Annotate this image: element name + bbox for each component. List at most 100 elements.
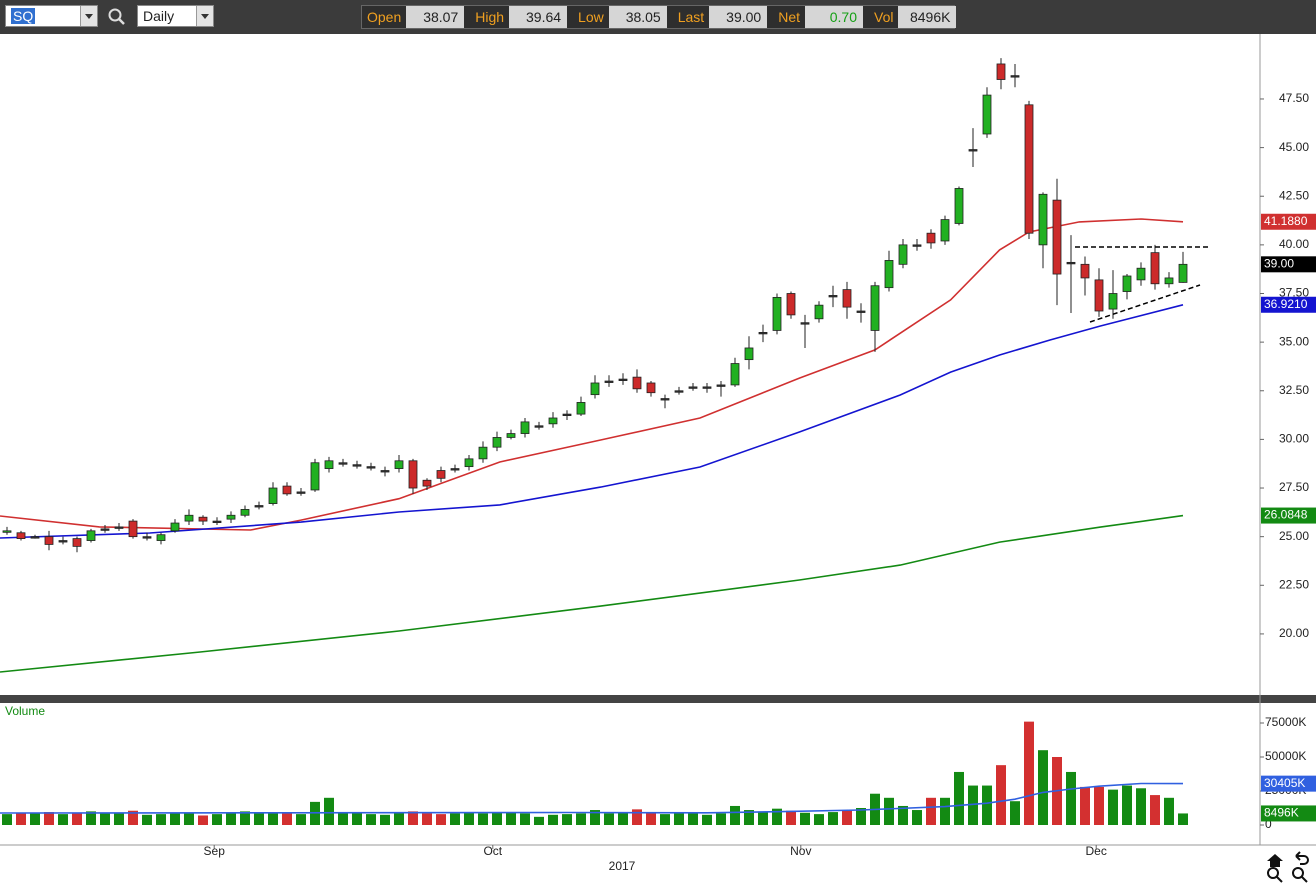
candle-body [898, 244, 908, 265]
candle-body [86, 530, 96, 541]
volume-bar [1122, 785, 1132, 825]
candle-body [758, 332, 768, 335]
candle-body [478, 446, 488, 460]
candle-body [744, 347, 754, 361]
volume-bar [800, 812, 810, 825]
candle-body [422, 479, 432, 487]
volume-bar [408, 811, 418, 825]
candle-body [506, 433, 516, 438]
volume-bar [618, 812, 628, 825]
quote-cell: Net 0.70 [773, 6, 863, 28]
candle-body [618, 378, 628, 381]
candle-body [156, 534, 166, 541]
candle-body [646, 382, 656, 394]
y-tick-label: 35.00 [1279, 334, 1309, 348]
symbol: SQ [11, 8, 36, 24]
candle-body [912, 244, 922, 247]
zoom-in-icon [1276, 876, 1283, 883]
candle-body [548, 417, 558, 425]
volume-bar [996, 765, 1006, 825]
volume-bar [716, 813, 726, 825]
candle-body [562, 413, 572, 417]
price-label: 36.9210 [1264, 297, 1308, 311]
undo-icon[interactable] [1295, 851, 1309, 865]
x-axis-label: 2017 [609, 859, 636, 873]
volume-bar [184, 812, 194, 825]
volume-bar [1010, 801, 1020, 825]
candle-body [1136, 267, 1146, 281]
candle-body [436, 470, 446, 479]
volume-label-box [1261, 805, 1316, 822]
candle-body [58, 540, 68, 543]
volume-bar [422, 813, 432, 825]
moving-average [0, 304, 1184, 539]
y-tick-label: 42.50 [1279, 188, 1309, 202]
candle-body [142, 536, 152, 539]
zoom-out-icon [1301, 876, 1308, 883]
candle-body [338, 462, 348, 465]
volume-bar [142, 814, 152, 825]
candle-body [198, 516, 208, 522]
candle-body [856, 310, 866, 313]
y-tick-label: 50000K [1265, 749, 1306, 763]
volume-bar [688, 812, 698, 825]
interval-box[interactable]: Daily [137, 5, 214, 27]
candle-body [688, 386, 698, 389]
dropdown[interactable] [196, 6, 213, 26]
candle-body [380, 470, 390, 473]
y-tick-label: 0 [1265, 817, 1272, 831]
candle-body [44, 536, 54, 545]
candle-body [30, 536, 40, 539]
volume-bar [324, 797, 334, 825]
candle-body [926, 232, 936, 244]
candle-body [814, 304, 824, 320]
volume-average [0, 782, 1184, 814]
candle-body [632, 376, 642, 390]
volume-bar [240, 811, 250, 825]
symbol-box[interactable]: SQ [5, 5, 98, 27]
x-tick-label: Nov [790, 844, 811, 858]
home-icon[interactable] [1267, 854, 1283, 867]
volume-bar [268, 812, 278, 825]
candle-body [604, 380, 614, 383]
candle-body [1122, 275, 1132, 292]
volume-bar [660, 814, 670, 825]
volume-bar [520, 813, 530, 825]
zoom-in-icon[interactable] [1267, 867, 1279, 879]
volume-bar [842, 810, 852, 825]
search-icon[interactable] [107, 7, 127, 27]
volume-bar [1024, 721, 1034, 825]
volume-bar [198, 815, 208, 825]
volume-bar [786, 810, 796, 825]
quote-value: 0.70 [805, 6, 863, 28]
dropdown[interactable] [80, 6, 97, 26]
candle-body [800, 322, 810, 325]
candle-body [212, 520, 222, 523]
candle-body [534, 425, 544, 428]
volume-bar [940, 797, 950, 825]
volume-bar [730, 805, 740, 825]
candle-body [464, 458, 474, 468]
candle-body [366, 466, 376, 469]
candle-body [352, 464, 362, 467]
quote-value: 39.00 [709, 6, 768, 28]
candle-body [394, 460, 404, 469]
price-label-box [1261, 256, 1316, 273]
volume-bar [72, 812, 82, 825]
candle-body [996, 63, 1006, 80]
candle-body [1094, 279, 1104, 312]
volume-bar [450, 813, 460, 825]
quote-value: 38.07 [406, 6, 465, 28]
volume-bar [772, 808, 782, 825]
candle-body [1150, 252, 1160, 285]
volume-bar [632, 809, 642, 825]
volume-bar [492, 812, 502, 825]
price-label: 39.00 [1264, 256, 1294, 270]
candle-body [954, 188, 964, 224]
volume-bar [1150, 795, 1160, 825]
volume-bar [912, 810, 922, 825]
zoom-out-icon[interactable] [1292, 867, 1304, 879]
volume-bar [982, 785, 992, 825]
volume-bar [114, 813, 124, 825]
candle-body [310, 462, 320, 491]
